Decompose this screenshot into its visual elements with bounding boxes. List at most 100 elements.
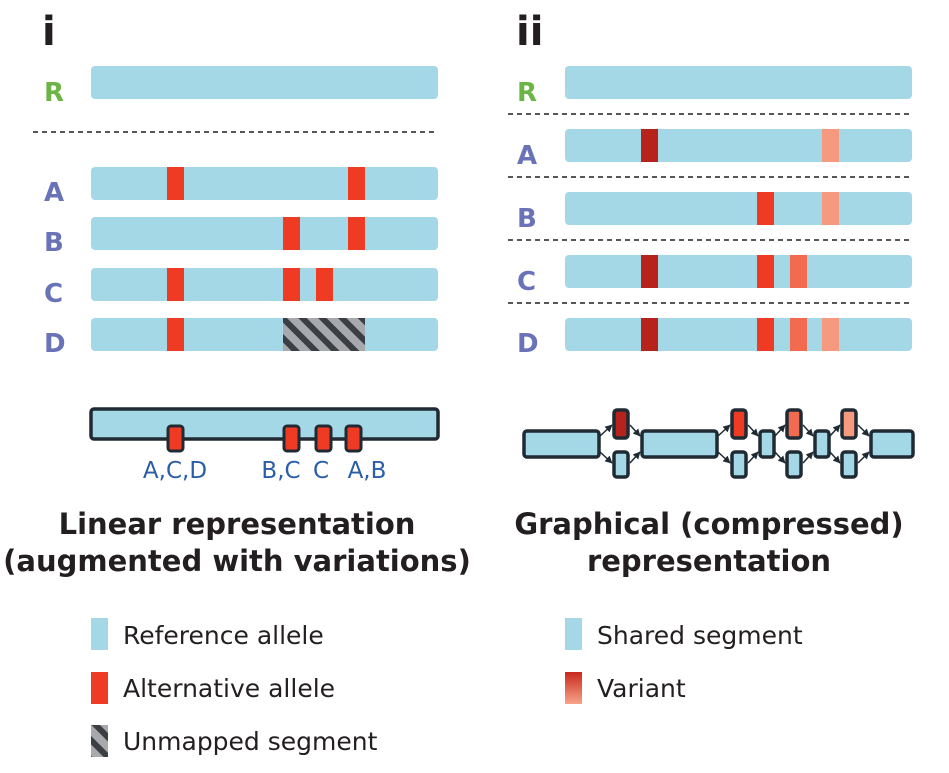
graph-edge <box>829 451 841 464</box>
panel-ii-label: ii <box>516 9 543 55</box>
sample-d-shared <box>565 318 912 351</box>
caption-ii-line-2: representation <box>587 544 831 578</box>
alt-allele-1 <box>167 167 184 200</box>
row-label-b: B <box>44 228 64 258</box>
graph-edge <box>802 451 814 464</box>
row-label-a: A <box>517 141 537 171</box>
legend-swatch-unmapped <box>91 725 108 757</box>
graph-edge <box>629 424 641 437</box>
variant-mid <box>757 192 774 225</box>
variant-mid-light <box>790 318 807 351</box>
graph-edge <box>774 424 786 437</box>
alt-allele-2 <box>283 217 300 250</box>
variant-light <box>822 318 839 351</box>
variant-dark <box>641 255 658 288</box>
sample-c-reference <box>91 268 438 301</box>
row-label-a: A <box>44 178 64 208</box>
variant-mid <box>757 255 774 288</box>
graph-node-ref-3 <box>785 450 803 479</box>
position-label-4: A,B <box>348 458 387 484</box>
row-label-c: C <box>517 267 536 297</box>
linear-variant-1 <box>166 424 185 453</box>
sample-c-shared <box>565 255 912 288</box>
graph-edge <box>747 451 759 464</box>
variant-dark <box>641 318 658 351</box>
graph-edge <box>802 424 814 437</box>
sample-d-reference <box>91 318 438 351</box>
graph-edge <box>599 424 613 437</box>
graph-edge <box>629 451 641 464</box>
linear-reference-bar <box>89 407 440 441</box>
sample-bar-d <box>91 318 438 351</box>
graph-edge <box>717 424 731 437</box>
reference-bar-r <box>91 66 438 99</box>
sample-bar-c <box>91 268 438 301</box>
graph-node-shared-3 <box>758 429 776 459</box>
row-label-r: R <box>517 78 537 108</box>
linear-variant-4 <box>344 424 363 453</box>
legend-left: Reference allele Alternative allele Unma… <box>91 618 378 757</box>
graph-node-shared-2 <box>640 429 719 459</box>
alt-allele-3 <box>316 268 333 301</box>
graph-node-shared-1 <box>522 429 601 459</box>
graph-node-ref-4 <box>840 450 858 479</box>
variant-dark <box>641 129 658 162</box>
sample-bar-c <box>565 255 912 288</box>
legend-label-reference: Reference allele <box>123 621 324 650</box>
row-label-b: B <box>517 204 537 234</box>
alt-allele-1 <box>167 268 184 301</box>
variation-graph <box>522 408 915 479</box>
row-label-r: R <box>44 78 64 108</box>
row-label-d: D <box>44 329 66 359</box>
graph-edge <box>857 451 870 464</box>
panel-i-label: i <box>42 9 56 55</box>
graph-node-variant-2 <box>730 408 748 440</box>
graph-edge <box>717 451 731 464</box>
alt-allele-4 <box>348 217 365 250</box>
linear-variant-2 <box>282 424 301 453</box>
graph-edge <box>857 424 870 437</box>
variant-mid-light <box>790 255 807 288</box>
legend-label-unmapped: Unmapped segment <box>123 727 378 756</box>
legend-label-variant: Variant <box>597 674 686 703</box>
sample-a-shared <box>565 129 912 162</box>
graph-node-shared-5 <box>869 429 915 459</box>
caption-i-line-2: (augmented with variations) <box>3 544 471 578</box>
sample-a-reference <box>91 167 438 200</box>
legend-swatch-shared <box>565 618 582 650</box>
reference-bar-r <box>565 66 912 99</box>
graph-edges <box>599 424 870 464</box>
variant-light <box>822 129 839 162</box>
linear-augmented-bar <box>89 407 440 453</box>
legend-swatch-alternative <box>91 672 108 704</box>
graph-edge <box>774 451 786 464</box>
variant-light <box>822 192 839 225</box>
graph-edge <box>829 424 841 437</box>
graph-node-shared-4 <box>813 429 831 459</box>
sample-bar-a <box>91 167 438 200</box>
graph-node-variant-1 <box>612 408 630 440</box>
row-label-d: D <box>517 329 539 359</box>
graph-node-variant-4 <box>840 408 858 440</box>
caption-ii-line-1: Graphical (compressed) <box>514 507 903 541</box>
alt-allele-2 <box>283 268 300 301</box>
sample-bar-b <box>565 192 912 225</box>
sample-bar-a <box>565 129 912 162</box>
graph-edge <box>747 424 759 437</box>
legend-label-alternative: Alternative allele <box>123 674 335 703</box>
alt-allele-4 <box>348 167 365 200</box>
graph-edge <box>599 451 613 464</box>
sample-bar-d <box>565 318 912 351</box>
position-label-3: C <box>313 458 329 484</box>
position-label-2: B,C <box>261 458 300 484</box>
legend-swatch-reference <box>91 618 108 650</box>
graph-node-ref-1 <box>612 450 630 479</box>
graph-node-variant-3 <box>785 408 803 440</box>
legend-swatch-variant <box>565 672 582 704</box>
unmapped-segment <box>283 318 365 351</box>
sample-bar-b <box>91 217 438 250</box>
legend-right: Shared segment Variant <box>565 618 803 704</box>
graph-node-ref-2 <box>730 450 748 479</box>
alt-allele-1 <box>167 318 184 351</box>
